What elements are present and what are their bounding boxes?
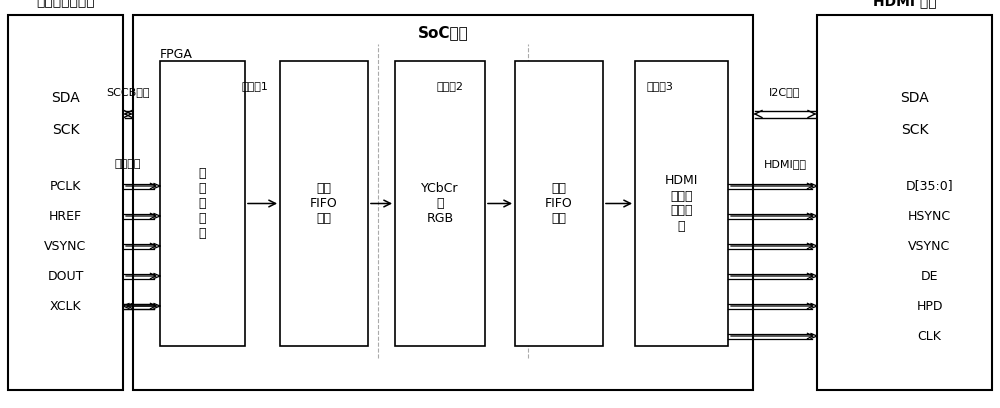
Bar [635, 61, 728, 346]
Text: VSYNC: VSYNC [44, 239, 87, 253]
Text: XCLK: XCLK [50, 299, 81, 313]
Text: SDA: SDA [900, 91, 929, 105]
Text: 时钟域1: 时钟域1 [242, 81, 268, 91]
Text: SCCB总线: SCCB总线 [106, 87, 150, 97]
Text: SCK: SCK [52, 123, 79, 137]
Text: FPGA: FPGA [160, 47, 192, 60]
Text: HSYNC: HSYNC [908, 209, 951, 222]
Text: SDA: SDA [51, 91, 80, 105]
Bar [8, 15, 123, 390]
Text: DE: DE [921, 270, 938, 282]
Text: 数据总线: 数据总线 [115, 159, 141, 169]
Text: DOUT: DOUT [47, 270, 84, 282]
Text: 时钟域2: 时钟域2 [436, 81, 464, 91]
Text: 二级
FIFO
缓存: 二级 FIFO 缓存 [545, 182, 573, 225]
Text: 流数据传感设备: 流数据传感设备 [36, 0, 95, 8]
Text: HPD: HPD [916, 299, 943, 313]
Text: YCbCr
转
RGB: YCbCr 转 RGB [421, 182, 459, 225]
Bar [515, 61, 603, 346]
Bar [148, 36, 738, 366]
Text: I2C总线: I2C总线 [769, 87, 801, 97]
Text: HDMI
芯片配
置、传
输: HDMI 芯片配 置、传 输 [665, 175, 698, 233]
Text: PCLK: PCLK [50, 180, 81, 193]
Text: HDMI 芯片: HDMI 芯片 [873, 0, 936, 8]
Text: 流
数
据
采
集: 流 数 据 采 集 [199, 167, 206, 240]
Bar [133, 15, 753, 390]
Text: VSYNC: VSYNC [908, 239, 951, 253]
Bar [817, 15, 992, 390]
Text: 一级
FIFO
缓存: 一级 FIFO 缓存 [310, 182, 338, 225]
Text: D[35:0]: D[35:0] [906, 180, 953, 193]
Text: HREF: HREF [49, 209, 82, 222]
Bar [160, 61, 245, 346]
Text: SCK: SCK [901, 123, 928, 137]
Bar [395, 61, 485, 346]
Text: HDMI总线: HDMI总线 [764, 159, 806, 169]
Text: CLK: CLK [918, 330, 941, 342]
Text: 时钟域3: 时钟域3 [647, 81, 673, 91]
Bar [280, 61, 368, 346]
Text: SoC芯片: SoC芯片 [418, 25, 468, 40]
